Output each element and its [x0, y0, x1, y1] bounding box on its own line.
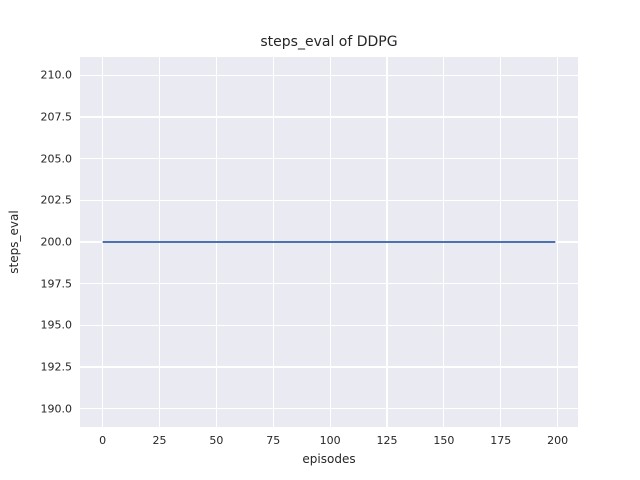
- x-tick-label: 175: [490, 434, 512, 447]
- plot-area: [80, 57, 578, 427]
- y-axis-label: steps_eval: [7, 210, 21, 274]
- y-tick-label: 190.0: [40, 402, 73, 416]
- x-axis-label: episodes: [302, 452, 356, 466]
- y-tick-label: 207.5: [40, 110, 73, 124]
- y-tick-label: 192.5: [40, 360, 73, 374]
- y-gridline: [80, 74, 578, 76]
- data-line-layer: [102, 241, 556, 243]
- y-tick-label: 195.0: [40, 318, 73, 332]
- y-gridline: [80, 324, 578, 326]
- x-tick-label: 100: [319, 434, 341, 447]
- x-tick-label: 125: [376, 434, 398, 447]
- y-gridline: [80, 283, 578, 285]
- y-tick-label: 197.5: [40, 277, 73, 291]
- y-gridline: [80, 366, 578, 368]
- x-tick-label: 0: [99, 434, 107, 447]
- y-tick-label: 202.5: [40, 193, 73, 207]
- x-tick-label: 200: [547, 434, 569, 447]
- y-gridline: [80, 158, 578, 160]
- chart-title: steps_eval of DDPG: [260, 34, 398, 50]
- y-gridline: [80, 199, 578, 201]
- x-tick-label: 25: [152, 434, 167, 447]
- y-gridline: [80, 116, 578, 118]
- x-tick-label: 50: [209, 434, 224, 447]
- x-tick-label: 75: [266, 434, 281, 447]
- y-tick-label: 205.0: [40, 152, 73, 166]
- x-tick-label: 150: [433, 434, 455, 447]
- y-gridline: [80, 408, 578, 410]
- y-tick-label: 200.0: [40, 235, 73, 249]
- y-tick-label: 210.0: [40, 68, 73, 82]
